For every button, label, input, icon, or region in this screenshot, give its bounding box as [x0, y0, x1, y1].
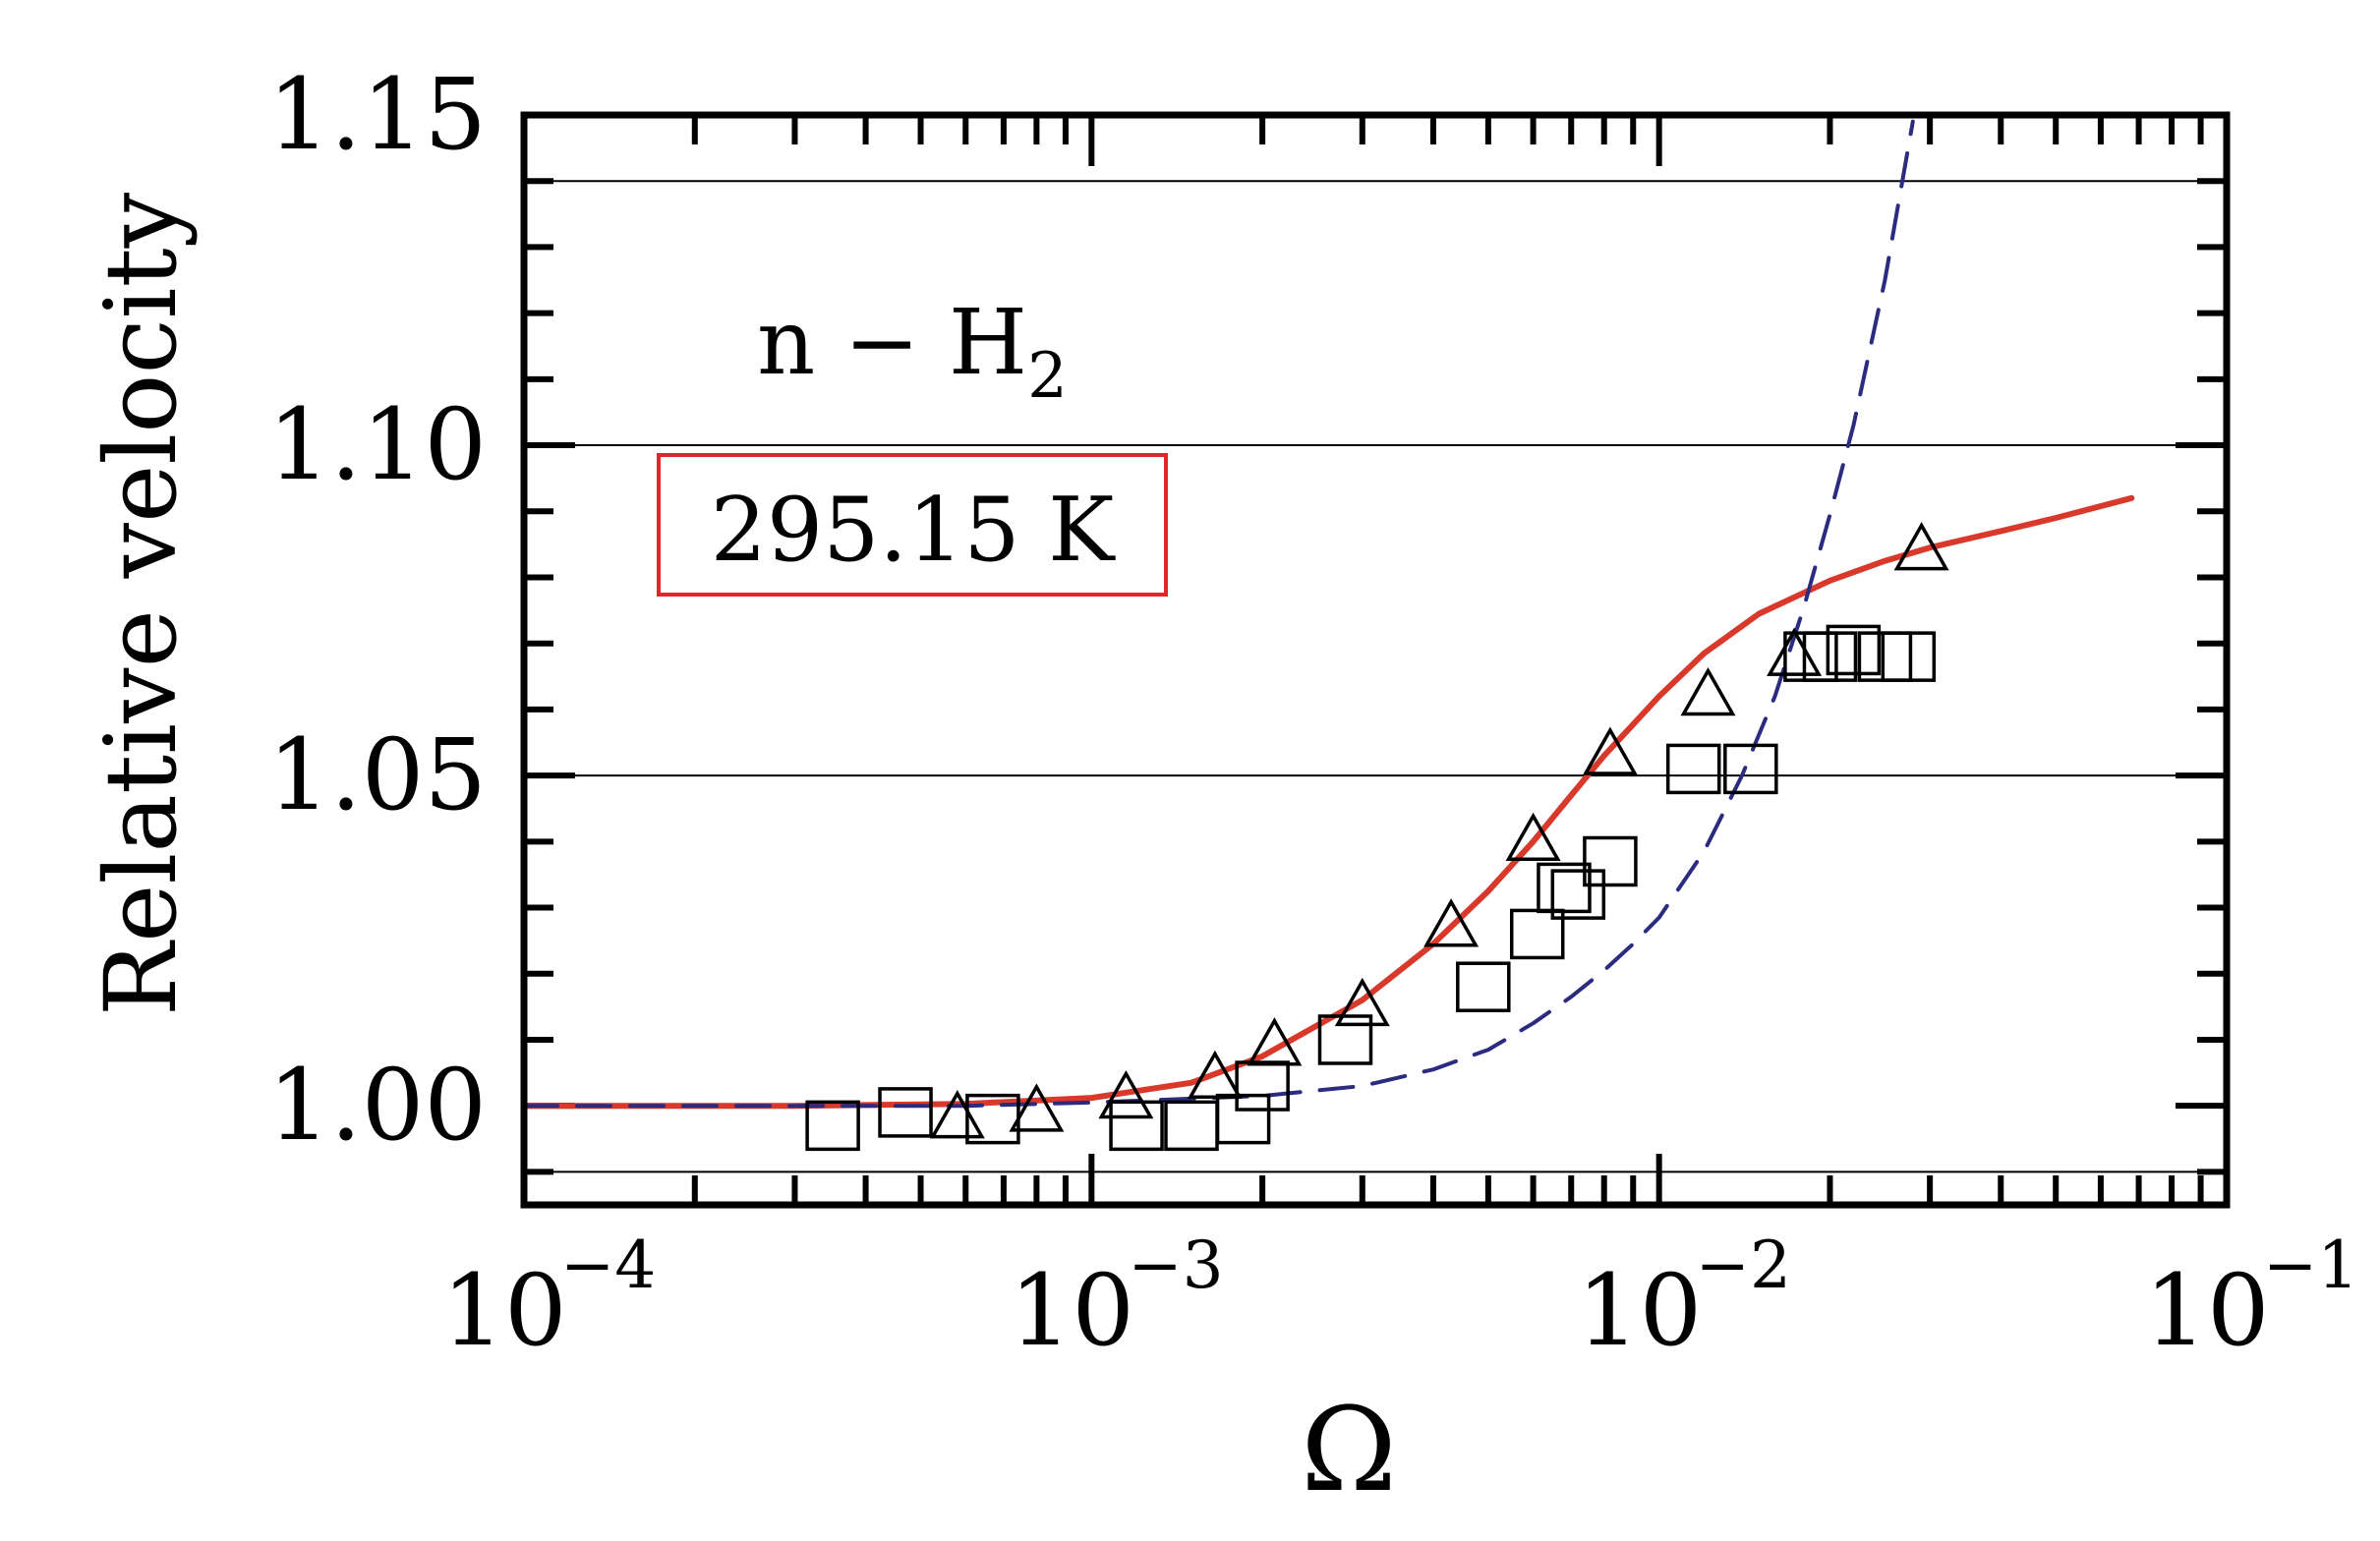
y-axis-title: Relative velocity	[84, 192, 199, 1016]
square-marker	[805, 1100, 860, 1152]
y-tick-label: 1.15	[267, 57, 487, 172]
triangle-marker	[1505, 812, 1561, 862]
gridlines	[524, 180, 2227, 1173]
square-marker	[1537, 862, 1592, 914]
triangle-marker	[1009, 1083, 1065, 1132]
axis-ticks	[524, 115, 2227, 1205]
curves	[521, 119, 2135, 1110]
square-marker	[1215, 1093, 1271, 1145]
square-marker	[1164, 1100, 1219, 1152]
triangle-marker	[1582, 726, 1638, 775]
square-marker	[1826, 624, 1882, 676]
square-marker	[1109, 1100, 1164, 1152]
square-marker	[1456, 961, 1511, 1012]
triangle-marker	[1187, 1050, 1243, 1100]
x-tick-exponent: −4	[560, 1227, 656, 1303]
triangle-marker	[1247, 1017, 1303, 1066]
x-tick-exponent: −2	[1696, 1227, 1791, 1303]
square-marker	[1723, 743, 1778, 795]
x-tick-label: 10	[1577, 1253, 1702, 1368]
temperature-box	[657, 453, 1168, 597]
triangle-marker	[1334, 977, 1390, 1027]
temperature-annotation: 295.15 K	[657, 453, 1168, 597]
square-marker	[1802, 631, 1858, 682]
triangle-marker	[1680, 666, 1736, 716]
square-marker	[1235, 1060, 1290, 1112]
square-marker	[1881, 631, 1937, 682]
y-tick-label: 1.05	[267, 717, 487, 832]
square-marker	[1317, 1014, 1373, 1065]
model-curve	[522, 119, 1915, 1109]
square-marker	[1550, 869, 1606, 920]
triangle-marker	[1767, 627, 1823, 676]
triangle-marker	[1423, 898, 1480, 947]
fit-curve	[521, 494, 2135, 1110]
x-axis-title: Ω	[1301, 1382, 1397, 1517]
gas-annotation: n − H2	[757, 290, 1068, 413]
square-marker	[1583, 835, 1638, 887]
square-marker	[1665, 743, 1721, 795]
x-tick-exponent: −1	[2263, 1227, 2358, 1303]
y-tick-label: 1.00	[267, 1048, 487, 1163]
gas-label: n − H2	[757, 290, 1068, 413]
triangle-marker	[1893, 522, 1949, 571]
triangle-marker	[929, 1090, 985, 1139]
x-tick-exponent: −3	[1128, 1227, 1223, 1303]
square-marker	[878, 1087, 933, 1138]
temperature-label: 295.15 K	[711, 479, 1117, 582]
x-tick-label: 10	[2144, 1253, 2269, 1368]
y-tick-label: 1.10	[267, 387, 487, 502]
plot-frame	[520, 111, 2231, 1209]
triangle-marker	[1098, 1069, 1154, 1119]
x-tick-label: 10	[1010, 1253, 1134, 1368]
x-tick-label: 10	[441, 1253, 566, 1368]
data-markers	[805, 522, 1949, 1152]
